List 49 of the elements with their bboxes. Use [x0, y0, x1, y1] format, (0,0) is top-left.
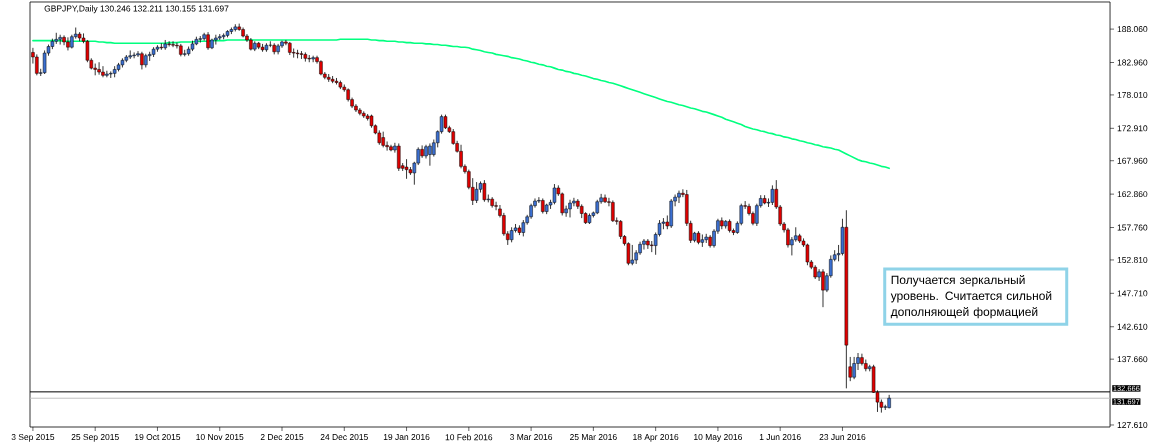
- x-tick-label: 25 Sep 2015: [71, 434, 119, 442]
- candlestick: [147, 51, 152, 62]
- y-tick-label: 157.760: [1117, 224, 1148, 231]
- candlestick: [821, 268, 825, 308]
- candlestick: [66, 36, 70, 51]
- y-tick-label: 127.610: [1117, 421, 1148, 428]
- candlestick: [167, 40, 171, 47]
- chart-title: GBPJPY,Daily 130.246 132.211 130.155 131.697: [44, 5, 229, 14]
- x-tick-label: 25 Mar 2016: [570, 434, 617, 441]
- y-tick-label: 142.610: [1117, 323, 1148, 330]
- y-tick-label: 152.810: [1117, 256, 1148, 263]
- y-tick-label: 172.910: [1117, 125, 1148, 132]
- y-tick-label: 188.060: [1117, 26, 1148, 33]
- x-tick-label: 1 Jun 2016: [759, 434, 801, 441]
- x-tick-label: 10 Nov 2015: [196, 434, 244, 441]
- candlestick: [611, 200, 615, 223]
- candlestick: [770, 184, 775, 206]
- candlestick: [105, 70, 109, 78]
- annotation: Получается зеркальный уровень. Считается сильной дополняющей формацией: [890, 275, 1052, 319]
- candlestick: [646, 238, 650, 250]
- candlestick: [268, 40, 273, 48]
- x-tick-label: 10 May 2016: [694, 434, 743, 442]
- x-tick-label: 18 Apr 2016: [633, 434, 679, 442]
- candlestick: [311, 55, 315, 63]
- x-tick-label: 3 Mar 2016: [510, 434, 553, 441]
- x-tick-label: 10 Feb 2016: [445, 434, 493, 441]
- candlestick: [101, 65, 105, 78]
- y-tick-label: 167.960: [1117, 157, 1148, 164]
- candlestick: [62, 34, 66, 46]
- x-tick-label: 24 Dec 2015: [320, 434, 368, 441]
- candlestick: [568, 199, 572, 218]
- candlestick: [677, 190, 681, 204]
- y-tick-label: 137.660: [1117, 356, 1148, 363]
- candlestick: [428, 143, 432, 167]
- y-tick-label: 162.860: [1117, 191, 1148, 198]
- candlestick: [97, 61, 101, 76]
- y-tick-label: 182.960: [1117, 59, 1148, 66]
- x-tick-label: 23 Jun 2016: [819, 434, 866, 441]
- x-tick-label: 19 Oct 2015: [135, 434, 181, 441]
- x-tick-label: 3 Sep 2015: [11, 434, 55, 442]
- x-tick-label: 2 Dec 2015: [260, 434, 304, 441]
- candlestick: [852, 356, 856, 380]
- candlestick: [132, 52, 136, 59]
- y-tick-label: 178.010: [1117, 91, 1148, 98]
- y-tick-label: 147.710: [1117, 290, 1148, 297]
- candlestick: [198, 35, 202, 43]
- candlestick: [397, 143, 401, 172]
- x-tick-label: 19 Jan 2016: [383, 434, 430, 441]
- candlestick: [171, 40, 175, 48]
